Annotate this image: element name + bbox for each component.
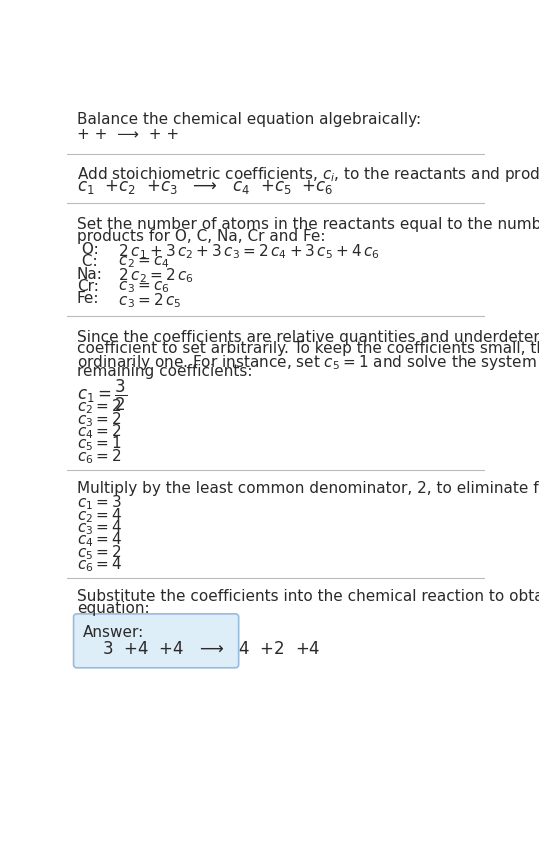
Text: $c_1 = 3$: $c_1 = 3$ xyxy=(77,494,121,512)
Text: C:: C: xyxy=(77,254,98,269)
Text: $c_5 = 1$: $c_5 = 1$ xyxy=(77,435,121,453)
Text: $c_4 = 4$: $c_4 = 4$ xyxy=(77,530,122,549)
Text: $c_3 = 4$: $c_3 = 4$ xyxy=(77,518,122,537)
Text: $c_5 = 2$: $c_5 = 2$ xyxy=(77,543,121,562)
Text: remaining coefficients:: remaining coefficients: xyxy=(77,365,252,379)
Text: $c_1$  +$c_2$  +$c_3$   ⟶   $c_4$  +$c_5$  +$c_6$: $c_1$ +$c_2$ +$c_3$ ⟶ $c_4$ +$c_5$ +$c_6… xyxy=(77,178,333,196)
Text: Since the coefficients are relative quantities and underdetermined, choose a: Since the coefficients are relative quan… xyxy=(77,330,539,345)
Text: $c_6 = 4$: $c_6 = 4$ xyxy=(77,556,122,574)
Text: $3$  +$4$  +$4$   ⟶   $4$  +$2$  +$4$: $3$ +$4$ +$4$ ⟶ $4$ +$2$ +$4$ xyxy=(92,640,321,658)
Text: $2\,c_1 + 3\,c_2 + 3\,c_3 = 2\,c_4 + 3\,c_5 + 4\,c_6$: $2\,c_1 + 3\,c_2 + 3\,c_3 = 2\,c_4 + 3\,… xyxy=(109,242,380,260)
Text: Balance the chemical equation algebraically:: Balance the chemical equation algebraica… xyxy=(77,112,421,127)
Text: equation:: equation: xyxy=(77,601,149,615)
Text: Substitute the coefficients into the chemical reaction to obtain the balanced: Substitute the coefficients into the che… xyxy=(77,589,539,604)
Text: $2\,c_2 = 2\,c_6$: $2\,c_2 = 2\,c_6$ xyxy=(109,266,194,286)
Text: $c_4 = 2$: $c_4 = 2$ xyxy=(77,422,121,441)
Text: Cr:: Cr: xyxy=(77,279,99,294)
Text: coefficient to set arbitrarily. To keep the coefficients small, the arbitrary va: coefficient to set arbitrarily. To keep … xyxy=(77,341,539,357)
Text: $c_2 = 2$: $c_2 = 2$ xyxy=(77,398,121,417)
Text: Na:: Na: xyxy=(77,266,102,281)
Text: $c_6 = 2$: $c_6 = 2$ xyxy=(77,447,121,465)
Text: $c_2 = 4$: $c_2 = 4$ xyxy=(77,506,122,525)
Text: $c_1 = \dfrac{3}{2}$: $c_1 = \dfrac{3}{2}$ xyxy=(77,378,127,413)
Text: $c_3 = 2$: $c_3 = 2$ xyxy=(77,410,121,429)
Text: products for O, C, Na, Cr and Fe:: products for O, C, Na, Cr and Fe: xyxy=(77,229,325,244)
Text: Set the number of atoms in the reactants equal to the number of atoms in the: Set the number of atoms in the reactants… xyxy=(77,217,539,233)
Text: Multiply by the least common denominator, 2, to eliminate fractional coefficient: Multiply by the least common denominator… xyxy=(77,481,539,496)
Text: $c_2 = c_4$: $c_2 = c_4$ xyxy=(109,254,170,270)
Text: Fe:: Fe: xyxy=(77,292,99,306)
Text: $c_3 = c_6$: $c_3 = c_6$ xyxy=(109,279,170,294)
Text: $c_3 = 2\,c_5$: $c_3 = 2\,c_5$ xyxy=(109,292,182,310)
Text: ordinarily one. For instance, set $c_5 = 1$ and solve the system of equations fo: ordinarily one. For instance, set $c_5 =… xyxy=(77,353,539,372)
Text: Add stoichiometric coefficients, $c_i$, to the reactants and products:: Add stoichiometric coefficients, $c_i$, … xyxy=(77,165,539,184)
Text: + +  ⟶  + +: + + ⟶ + + xyxy=(77,128,179,142)
FancyBboxPatch shape xyxy=(74,614,239,667)
Text: Answer:: Answer: xyxy=(83,625,144,640)
Text: O:: O: xyxy=(77,242,99,257)
